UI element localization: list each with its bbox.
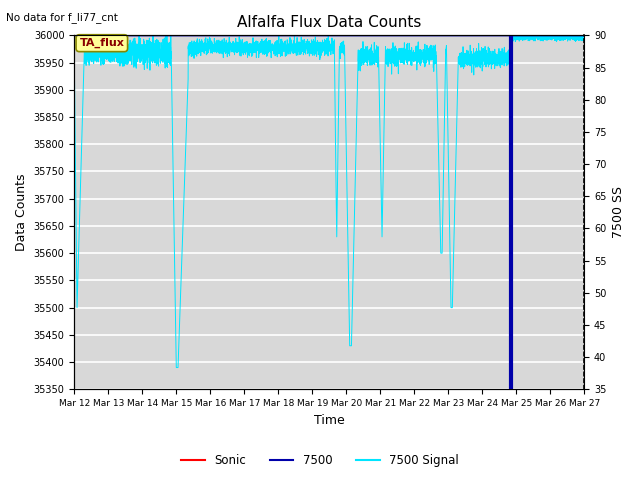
- Text: TA_flux: TA_flux: [79, 38, 124, 48]
- X-axis label: Time: Time: [314, 414, 344, 427]
- Y-axis label: Data Counts: Data Counts: [15, 174, 28, 251]
- Title: Alfalfa Flux Data Counts: Alfalfa Flux Data Counts: [237, 15, 421, 30]
- Y-axis label: 7500 SS: 7500 SS: [612, 186, 625, 239]
- Legend: Sonic, 7500, 7500 Signal: Sonic, 7500, 7500 Signal: [177, 449, 463, 472]
- Text: No data for f_li77_cnt: No data for f_li77_cnt: [6, 12, 118, 23]
